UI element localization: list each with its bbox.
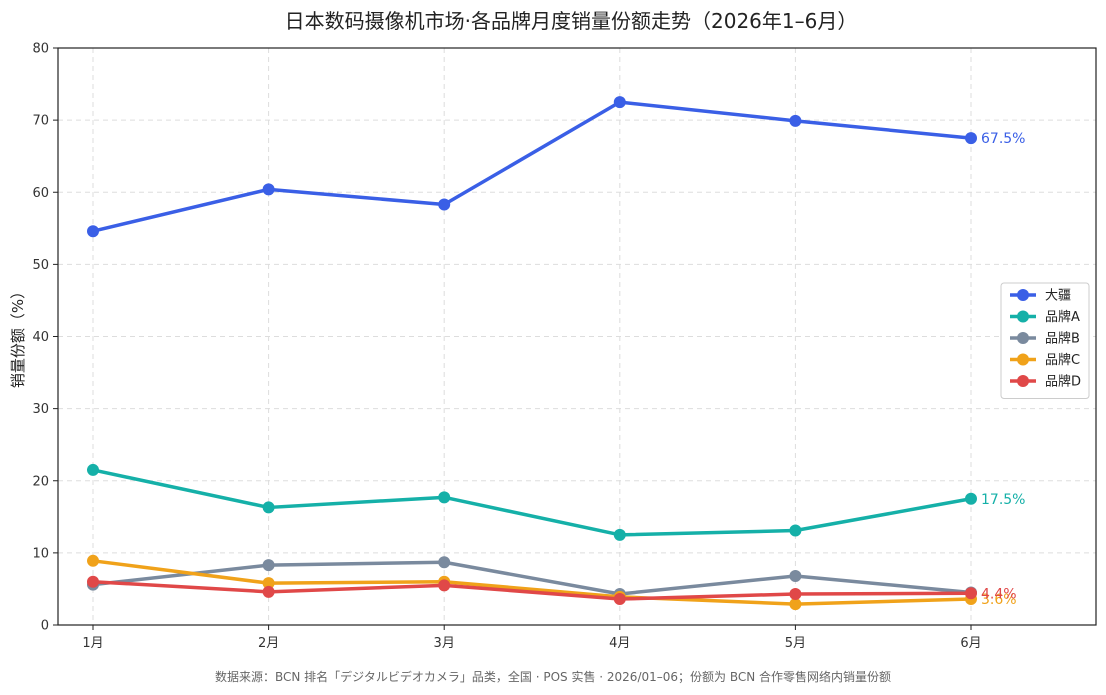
legend-item: 品牌B [1010,331,1080,347]
end-value-label: 67.5% [981,131,1025,147]
data-point [262,183,275,196]
data-point [262,559,275,572]
data-point [438,556,451,569]
legend-label: 大疆 [1045,289,1071,304]
legend-item: 品牌D [1010,374,1081,390]
y-tick-label: 70 [32,114,49,129]
series-5: 4.4% [87,575,1017,606]
series-line [91,559,973,606]
series-line [91,100,973,233]
y-tick-label: 60 [32,186,49,201]
data-point [789,598,802,611]
data-point [965,587,977,600]
y-axis: 0 10 20 30 40 50 60 70 80 [32,42,58,634]
data-point [438,579,451,592]
end-value-label: 17.5% [981,492,1025,508]
legend-label: 品牌C [1045,352,1080,368]
data-point [965,132,977,145]
x-tick-label: 3月 [434,636,455,651]
legend-swatch-marker [1017,332,1029,344]
x-tick-label: 4月 [609,636,630,651]
x-axis: 1月 2月 3月 4月 5月 6月 [82,625,982,651]
source-note: 数据来源：BCN 排名「デジタルビデオカメラ」品类，全国 · POS 实售 · … [215,669,891,684]
data-point [965,492,977,505]
series-line [91,560,973,596]
y-tick-label: 50 [32,258,49,273]
legend-swatch-marker [1017,353,1029,366]
data-point [262,501,275,514]
y-tick-label: 20 [32,474,49,489]
legend-swatch-marker [1017,310,1029,323]
chart-title: 日本数码摄像机市场·各品牌月度销量份额走势（2026年1–6月） [285,9,858,33]
end-value-label: 4.4% [981,586,1017,602]
legend-label: 品牌B [1045,331,1080,347]
legend-label: 品牌A [1045,309,1080,325]
data-point [789,569,802,582]
data-point [789,114,802,127]
data-point [789,587,802,600]
data-point [87,225,99,238]
series-line [91,468,973,537]
x-tick-label: 6月 [960,636,981,651]
series-group: 67.5% 17.5% 3.6%4.4% [87,96,1025,611]
data-point [438,198,451,211]
data-point [613,528,626,541]
series-1: 67.5% [87,96,1025,238]
series-2: 17.5% [87,463,1025,541]
y-tick-label: 0 [41,619,49,634]
x-tick-label: 2月 [258,636,279,651]
end-value-label: 3.6% [981,592,1017,608]
legend-item: 品牌C [1010,352,1080,368]
data-point [87,554,99,567]
y-axis-label: 销量份额（%） [9,284,27,388]
data-point [438,491,451,504]
legend-label: 品牌D [1045,374,1081,390]
x-tick-label: 1月 [82,636,103,651]
data-point [87,575,99,588]
legend-swatch-marker [1017,289,1029,301]
y-tick-label: 10 [32,546,49,561]
data-point [789,524,802,537]
data-point [87,463,99,476]
y-tick-label: 30 [32,402,49,417]
legend-swatch-marker [1017,375,1029,387]
legend-item: 品牌A [1010,309,1080,325]
y-tick-label: 80 [32,42,49,57]
legend-item: 大疆 [1010,289,1071,304]
y-tick-label: 40 [32,330,49,345]
series-line [91,579,973,601]
data-point [262,585,275,598]
data-point [262,577,275,590]
data-point [613,96,626,109]
data-point [613,593,626,606]
x-tick-label: 5月 [785,636,806,651]
